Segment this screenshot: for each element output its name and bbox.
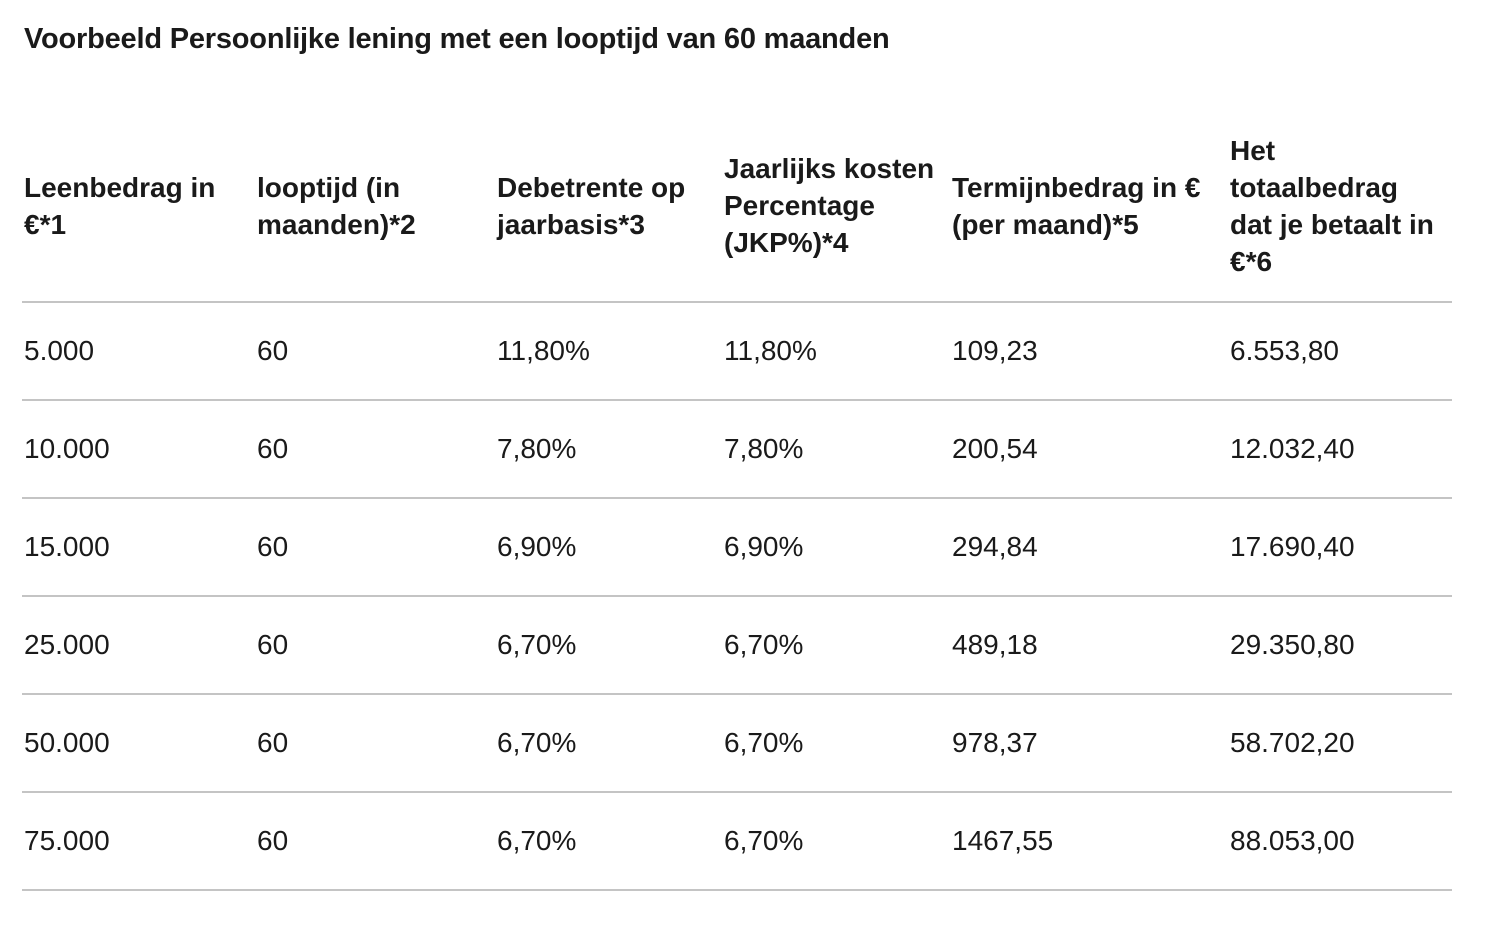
loan-example-table: Leenbedrag in €*1 looptijd (in maanden)*…: [22, 110, 1452, 891]
page-title: Voorbeeld Persoonlijke lening met een lo…: [24, 23, 890, 55]
cell-leenbedrag: 75.000: [22, 792, 255, 891]
cell-looptijd: 60: [255, 302, 495, 401]
table-row: 5.000 60 11,80% 11,80% 109,23 6.553,80: [22, 302, 1452, 401]
cell-looptijd: 60: [255, 400, 495, 499]
cell-debetrente: 6,70%: [495, 792, 722, 891]
header-looptijd: looptijd (in maanden)*2: [255, 110, 495, 303]
table-row: 75.000 60 6,70% 6,70% 1467,55 88.053,00: [22, 792, 1452, 891]
cell-totaalbedrag: 58.702,20: [1228, 694, 1452, 793]
table-row: 10.000 60 7,80% 7,80% 200,54 12.032,40: [22, 400, 1452, 499]
cell-termijnbedrag: 1467,55: [950, 792, 1228, 891]
cell-looptijd: 60: [255, 694, 495, 793]
cell-jkp: 6,70%: [722, 792, 950, 891]
cell-debetrente: 7,80%: [495, 400, 722, 499]
cell-leenbedrag: 25.000: [22, 596, 255, 695]
cell-jkp: 7,80%: [722, 400, 950, 499]
cell-debetrente: 11,80%: [495, 302, 722, 401]
cell-jkp: 6,90%: [722, 498, 950, 597]
header-termijnbedrag: Termijnbedrag in € (per maand)*5: [950, 110, 1228, 303]
cell-looptijd: 60: [255, 596, 495, 695]
cell-debetrente: 6,70%: [495, 694, 722, 793]
table-header-row: Leenbedrag in €*1 looptijd (in maanden)*…: [22, 110, 1452, 303]
cell-debetrente: 6,90%: [495, 498, 722, 597]
cell-totaalbedrag: 17.690,40: [1228, 498, 1452, 597]
table-row: 15.000 60 6,90% 6,90% 294,84 17.690,40: [22, 498, 1452, 597]
cell-totaalbedrag: 29.350,80: [1228, 596, 1452, 695]
cell-totaalbedrag: 6.553,80: [1228, 302, 1452, 401]
table-body: 5.000 60 11,80% 11,80% 109,23 6.553,80 1…: [22, 302, 1452, 891]
cell-termijnbedrag: 978,37: [950, 694, 1228, 793]
cell-totaalbedrag: 88.053,00: [1228, 792, 1452, 891]
header-debetrente: Debetrente op jaarbasis*3: [495, 110, 722, 303]
cell-termijnbedrag: 109,23: [950, 302, 1228, 401]
cell-looptijd: 60: [255, 498, 495, 597]
cell-termijnbedrag: 200,54: [950, 400, 1228, 499]
header-leenbedrag: Leenbedrag in €*1: [22, 110, 255, 303]
cell-jkp: 11,80%: [722, 302, 950, 401]
cell-termijnbedrag: 489,18: [950, 596, 1228, 695]
cell-leenbedrag: 15.000: [22, 498, 255, 597]
cell-looptijd: 60: [255, 792, 495, 891]
header-totaalbedrag: Het totaalbedrag dat je betaalt in €*6: [1228, 110, 1452, 303]
cell-jkp: 6,70%: [722, 694, 950, 793]
header-jkp: Jaarlijks kosten Percentage (JKP%)*4: [722, 110, 950, 303]
cell-leenbedrag: 50.000: [22, 694, 255, 793]
cell-leenbedrag: 10.000: [22, 400, 255, 499]
cell-debetrente: 6,70%: [495, 596, 722, 695]
table-row: 50.000 60 6,70% 6,70% 978,37 58.702,20: [22, 694, 1452, 793]
table-row: 25.000 60 6,70% 6,70% 489,18 29.350,80: [22, 596, 1452, 695]
table-header: Leenbedrag in €*1 looptijd (in maanden)*…: [22, 110, 1452, 303]
cell-leenbedrag: 5.000: [22, 302, 255, 401]
cell-termijnbedrag: 294,84: [950, 498, 1228, 597]
cell-jkp: 6,70%: [722, 596, 950, 695]
cell-totaalbedrag: 12.032,40: [1228, 400, 1452, 499]
